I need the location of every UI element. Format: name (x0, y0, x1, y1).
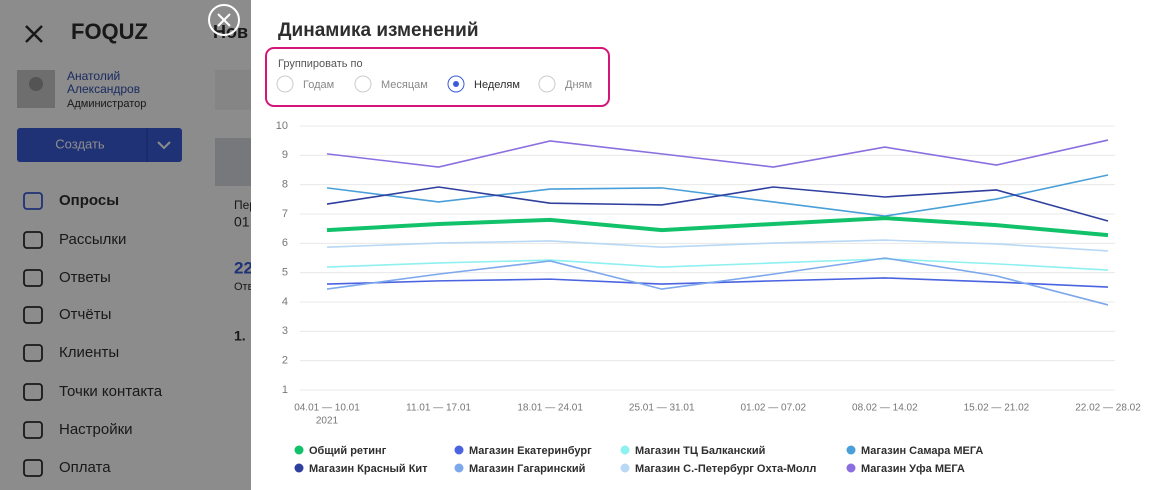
y-tick-label: 5 (282, 267, 288, 279)
y-tick-label: 7 (282, 208, 288, 220)
menu-icon[interactable] (23, 192, 43, 210)
legend-marker (846, 463, 856, 473)
series-line (326, 216, 1109, 238)
user-role: Администратор (67, 98, 146, 110)
legend-marker (846, 445, 856, 455)
bg-text: Нов (213, 22, 248, 42)
avatar-icon (29, 77, 43, 91)
radio-label[interactable]: Дням (565, 79, 592, 91)
menu-item[interactable]: Рассылки (59, 231, 126, 248)
legend-label: Магазин Екатеринбург (469, 445, 592, 457)
menu-item[interactable]: Опросы (59, 192, 119, 209)
sidebar: FOQUZ Анатолий Александров Администратор… (17, 19, 182, 477)
series-line (326, 174, 1109, 217)
menu-item[interactable]: Оплата (59, 459, 111, 476)
series-line (326, 139, 1109, 168)
group-by-label: Группировать по (278, 58, 363, 70)
menu-item[interactable]: Ответы (59, 269, 111, 286)
x-tick-label: 18.01 — 24.01 (517, 403, 583, 414)
radio[interactable] (538, 75, 556, 93)
legend-label: Магазин Уфа МЕГА (861, 463, 965, 475)
x-tick-label: 25.01 — 31.01 (629, 403, 695, 414)
dropdown-icon[interactable] (157, 141, 171, 150)
radio-label[interactable]: Месяцам (381, 79, 428, 91)
radio-dot (453, 81, 459, 87)
radio-group: Годам Месяцам Неделям Дням (276, 75, 592, 93)
bg-text: 01. (234, 214, 253, 230)
user-name[interactable]: Александров (67, 82, 140, 96)
radio-label[interactable]: Неделям (474, 79, 520, 91)
legend-label: Общий ретинг (309, 445, 387, 457)
menu-item[interactable]: Настройки (59, 421, 133, 438)
create-button[interactable] (17, 128, 182, 162)
overlay[interactable] (0, 0, 251, 490)
y-tick-label: 2 (282, 355, 288, 367)
legend-marker (620, 463, 630, 473)
background-page: Нов Пер 01. 22 Отв 1. (213, 22, 256, 344)
close-icon[interactable] (217, 13, 231, 27)
menu-item[interactable]: Отчёты (59, 306, 111, 323)
menu-icon[interactable] (23, 383, 43, 401)
x-tick-label: 08.02 — 14.02 (852, 403, 918, 414)
radio[interactable] (276, 75, 294, 93)
menu-item[interactable]: Клиенты (59, 344, 119, 361)
series-line (326, 258, 1109, 271)
menu-item[interactable]: Точки контакта (59, 383, 163, 400)
series-line (326, 257, 1109, 306)
bg-text: 1. (234, 328, 246, 344)
bg-box (215, 70, 255, 110)
radio[interactable] (354, 75, 372, 93)
legend-marker (454, 463, 464, 473)
y-tick-label: 9 (282, 149, 288, 161)
bg-box (215, 138, 255, 186)
bg-text: 22 (234, 258, 253, 277)
y-tick-label: 1 (282, 384, 288, 396)
x-tick-label: 11.01 — 17.01 (406, 403, 471, 414)
x-tick-label: 15.02 — 21.02 (964, 403, 1030, 414)
user-name[interactable]: Анатолий (67, 69, 120, 83)
y-tick-label: 4 (282, 296, 288, 308)
x-tick-label: 22.02 — 28.02 (1075, 403, 1141, 414)
legend-label: Магазин ТЦ Балканский (635, 445, 765, 457)
x-tick-sublabel: 2021 (316, 416, 339, 427)
series-line (326, 277, 1109, 288)
legend-label: Магазин Самара МЕГА (861, 445, 983, 457)
legend-label: Магазин С.-Петербург Охта-Молл (635, 463, 816, 475)
legend-label: Магазин Красный Кит (309, 463, 428, 475)
legend-marker (454, 445, 464, 455)
bg-text: Пер (234, 198, 256, 212)
menu-icon[interactable] (23, 459, 43, 477)
legend-marker (294, 445, 304, 455)
menu-icon[interactable] (23, 231, 43, 249)
close-menu-icon[interactable] (25, 25, 43, 43)
legend-label: Магазин Гагаринский (469, 463, 585, 475)
series-line (326, 186, 1109, 222)
menu: Опросы Рассылки Ответы Отчёты Клиенты Точки к… (23, 192, 163, 477)
menu-icon[interactable] (23, 421, 43, 439)
y-tick-label: 10 (276, 120, 288, 132)
logo: FOQUZ (71, 19, 148, 44)
y-tick-label: 3 (282, 325, 288, 337)
menu-icon[interactable] (23, 344, 43, 362)
series-line (326, 239, 1109, 252)
radio-label[interactable]: Годам (303, 79, 334, 91)
modal-title: Динамика изменений (278, 20, 479, 41)
chart: 1 2 3 4 5 6 7 8 9 10 04.01 — 10.01 11.01 — 17.01 18.… (276, 120, 1141, 475)
x-tick-label: 01.02 — 07.02 (740, 403, 806, 414)
bg-text: Отв (234, 281, 254, 293)
y-tick-label: 6 (282, 237, 288, 249)
close-button[interactable] (208, 4, 240, 36)
legend-marker (294, 463, 304, 473)
legend-marker (620, 445, 630, 455)
x-tick-label: 04.01 — 10.01 (294, 403, 360, 414)
group-by-box (265, 47, 610, 107)
y-tick-label: 8 (282, 179, 288, 191)
menu-icon[interactable] (23, 269, 43, 287)
menu-icon[interactable] (23, 306, 43, 324)
create-button-label[interactable]: Создать (55, 136, 105, 151)
